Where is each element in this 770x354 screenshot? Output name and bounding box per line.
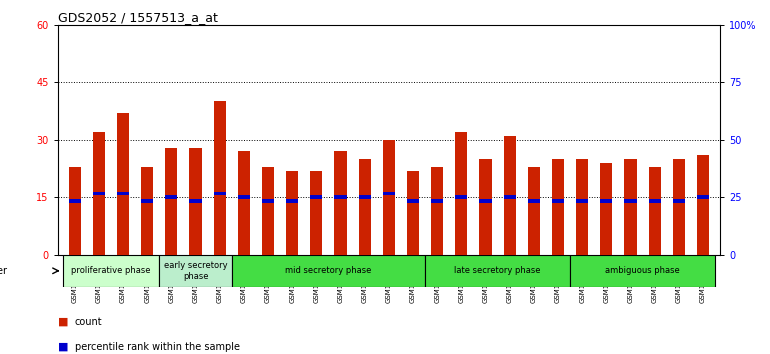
Bar <box>504 136 516 255</box>
Bar <box>383 140 395 255</box>
Bar <box>141 199 153 203</box>
Text: GDS2052 / 1557513_a_at: GDS2052 / 1557513_a_at <box>58 11 218 24</box>
Text: proliferative phase: proliferative phase <box>71 266 151 275</box>
Bar <box>262 199 274 203</box>
Bar <box>576 159 588 255</box>
Bar <box>189 148 202 255</box>
Bar <box>62 255 159 287</box>
Bar <box>69 167 81 255</box>
Bar <box>238 152 250 255</box>
Bar <box>407 199 419 203</box>
Bar <box>334 152 346 255</box>
Bar <box>310 195 323 199</box>
Bar <box>480 159 491 255</box>
Bar <box>425 255 570 287</box>
Bar <box>166 148 177 255</box>
Bar <box>286 199 298 203</box>
Text: ambiguous phase: ambiguous phase <box>605 266 680 275</box>
Bar <box>601 199 612 203</box>
Bar <box>576 199 588 203</box>
Bar <box>238 195 250 199</box>
Bar <box>93 132 105 255</box>
Bar <box>504 195 516 199</box>
Bar <box>213 192 226 195</box>
Bar <box>673 159 685 255</box>
Bar <box>262 167 274 255</box>
Bar <box>159 255 232 287</box>
Bar <box>648 199 661 203</box>
Bar <box>166 195 177 199</box>
Text: early secretory
phase: early secretory phase <box>164 261 227 280</box>
Bar <box>455 132 467 255</box>
Bar <box>117 113 129 255</box>
Bar <box>93 192 105 195</box>
Bar <box>552 159 564 255</box>
Bar <box>117 192 129 195</box>
Bar <box>286 171 298 255</box>
Bar <box>213 102 226 255</box>
Bar <box>232 255 425 287</box>
Text: ■: ■ <box>58 342 69 352</box>
Bar <box>527 167 540 255</box>
Text: other: other <box>0 266 8 276</box>
Bar <box>455 195 467 199</box>
Text: percentile rank within the sample: percentile rank within the sample <box>75 342 239 352</box>
Text: late secretory phase: late secretory phase <box>454 266 541 275</box>
Text: ■: ■ <box>58 317 69 327</box>
Bar <box>310 171 323 255</box>
Bar <box>673 199 685 203</box>
Bar <box>359 195 370 199</box>
Bar <box>431 167 444 255</box>
Text: count: count <box>75 317 102 327</box>
Bar <box>697 155 709 255</box>
Bar <box>69 199 81 203</box>
Bar <box>552 199 564 203</box>
Bar <box>527 199 540 203</box>
Bar <box>334 195 346 199</box>
Bar <box>624 159 637 255</box>
Bar <box>570 255 715 287</box>
Bar <box>601 163 612 255</box>
Bar <box>407 171 419 255</box>
Bar <box>359 159 370 255</box>
Bar <box>480 199 491 203</box>
Bar <box>383 192 395 195</box>
Bar <box>141 167 153 255</box>
Bar <box>431 199 444 203</box>
Bar <box>624 199 637 203</box>
Bar <box>697 195 709 199</box>
Bar <box>189 199 202 203</box>
Text: mid secretory phase: mid secretory phase <box>285 266 372 275</box>
Bar <box>648 167 661 255</box>
